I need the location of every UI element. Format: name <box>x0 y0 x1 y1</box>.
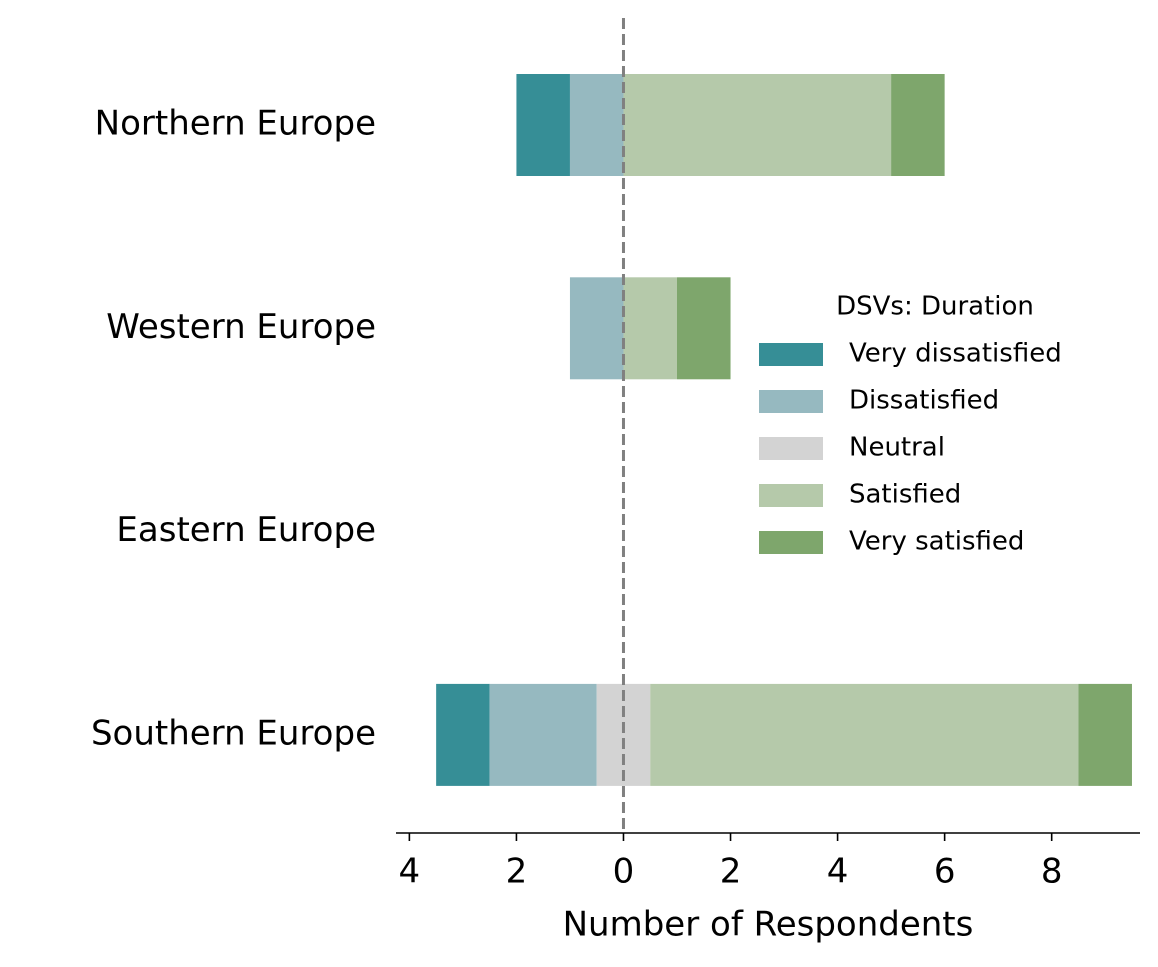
legend-swatch <box>759 484 823 507</box>
legend-swatch <box>759 390 823 413</box>
bar-segment <box>891 74 945 176</box>
x-tick-label: 4 <box>827 852 849 892</box>
legend-label: Very satisfied <box>849 527 1024 557</box>
bar-segment <box>1078 683 1132 786</box>
legend-title: DSVs: Duration <box>836 292 1034 322</box>
bar-segment <box>623 277 678 380</box>
category-label: Eastern Europe <box>116 510 376 550</box>
bar-segment <box>489 683 597 786</box>
legend-label: Dissatisfied <box>849 386 999 416</box>
category-label: Northern Europe <box>95 104 376 144</box>
bar-segment <box>569 74 624 176</box>
bar-segment <box>569 277 624 380</box>
bar-segment <box>623 74 892 176</box>
x-tick-label: 2 <box>720 852 742 892</box>
x-tick-label: 6 <box>934 852 956 892</box>
bar-segment <box>436 683 490 786</box>
bar-segment <box>677 277 731 380</box>
legend-swatch <box>759 437 823 460</box>
legend-label: Very dissatisfied <box>849 339 1062 369</box>
legend-swatch <box>759 531 823 554</box>
category-label: Western Europe <box>106 307 376 347</box>
x-tick-label: 8 <box>1041 852 1063 892</box>
legend-swatch <box>759 343 823 366</box>
legend-label: Neutral <box>849 433 945 463</box>
legend-label: Satisfied <box>849 480 961 510</box>
x-tick-label: 2 <box>506 852 528 892</box>
x-tick-label: 4 <box>399 852 421 892</box>
x-axis-title: Number of Respondents <box>563 905 974 945</box>
bar-segment <box>516 74 570 176</box>
bar-segment <box>650 683 1079 786</box>
category-label: Southern Europe <box>91 713 376 753</box>
x-tick-label: 0 <box>613 852 635 892</box>
